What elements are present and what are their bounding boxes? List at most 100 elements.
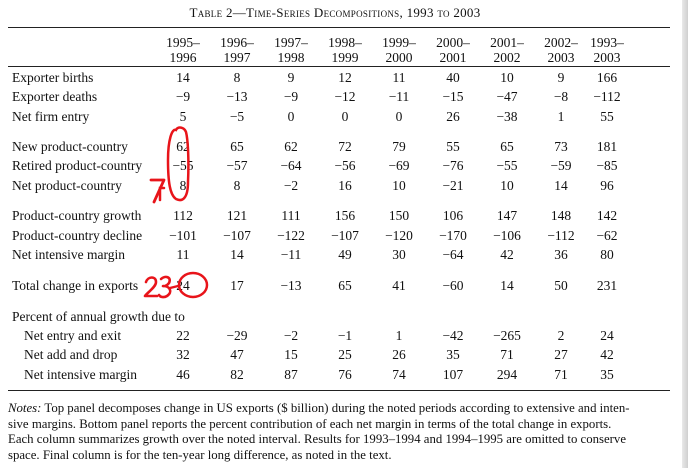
table-cell: 65 bbox=[338, 278, 352, 293]
row-label: Net intensive margin bbox=[24, 367, 137, 382]
table-cell: 62 bbox=[284, 139, 298, 154]
column-header-end: 1996 bbox=[169, 50, 197, 65]
column-header-start: 1999– bbox=[382, 35, 416, 50]
table-cell: −85 bbox=[596, 158, 618, 173]
table-cell: 10 bbox=[392, 178, 406, 193]
table-cell: 42 bbox=[500, 247, 514, 262]
handwritten-two bbox=[143, 276, 159, 298]
table-cell: −64 bbox=[442, 247, 464, 262]
row-label: Percent of annual growth due to bbox=[12, 309, 185, 324]
table-cell: −5 bbox=[229, 109, 245, 124]
column-header-start: 2001– bbox=[490, 35, 524, 50]
table-cell: 25 bbox=[338, 347, 352, 362]
table-cell: 71 bbox=[500, 347, 514, 362]
column-header-end: 1998 bbox=[277, 50, 305, 65]
table-cell: 121 bbox=[226, 208, 248, 223]
table-cell: −69 bbox=[388, 158, 410, 173]
column-header-start: 1998– bbox=[328, 35, 362, 50]
table-cell: 36 bbox=[554, 247, 568, 262]
table-cell: −47 bbox=[496, 89, 518, 104]
table-cell: 55 bbox=[446, 139, 460, 154]
table-cell: 24 bbox=[176, 278, 190, 293]
table-cell: 14 bbox=[176, 70, 190, 85]
table-title: Table 2—Time-Series Decompositions, 1993… bbox=[189, 5, 481, 20]
table-cell: 0 bbox=[341, 109, 349, 124]
table-cell: −60 bbox=[442, 278, 464, 293]
table-cell: −2 bbox=[283, 178, 299, 193]
row-label: Net firm entry bbox=[12, 109, 90, 124]
notes-line-4: space. Final column is for the ten-year … bbox=[8, 447, 392, 462]
column-header-start: 1997– bbox=[274, 35, 308, 50]
notes-line-2: sive margins. Bottom panel reports the p… bbox=[8, 416, 612, 431]
table-cell: 1 bbox=[557, 109, 565, 124]
table-cell: 11 bbox=[176, 247, 190, 262]
table-cell: 12 bbox=[338, 70, 352, 85]
column-header-start: 2002– bbox=[544, 35, 578, 50]
column-header-end: 2001 bbox=[439, 50, 467, 65]
column-header-start: 1995– bbox=[166, 35, 200, 50]
table-cell: 62 bbox=[176, 139, 190, 154]
table-cell: 55 bbox=[600, 109, 614, 124]
column-header: 1993– 2003 bbox=[580, 35, 634, 65]
table-cell: 107 bbox=[442, 367, 464, 382]
table-cell: −56 bbox=[334, 158, 356, 173]
table-cell: −15 bbox=[442, 89, 464, 104]
table-cell: −120 bbox=[385, 228, 413, 243]
table-cell: 14 bbox=[500, 278, 514, 293]
table-cell: 2 bbox=[557, 328, 565, 343]
row-label: Net entry and exit bbox=[24, 328, 122, 343]
table-cell: −29 bbox=[226, 328, 248, 343]
table-cell: −8 bbox=[553, 89, 569, 104]
table-cell: 9 bbox=[287, 70, 295, 85]
column-header-start: 1996– bbox=[220, 35, 254, 50]
table-cell: −13 bbox=[226, 89, 248, 104]
table-cell: 27 bbox=[554, 347, 568, 362]
notes-prefix: Notes: bbox=[8, 401, 42, 415]
table-cell: 8 bbox=[179, 178, 187, 193]
table-cell: 0 bbox=[395, 109, 403, 124]
column-header-end: 2002 bbox=[493, 50, 521, 65]
table-cell: 1 bbox=[395, 328, 403, 343]
table-cell: −55 bbox=[496, 158, 518, 173]
column-header-end: 1997 bbox=[223, 50, 251, 65]
bottom-rule bbox=[8, 390, 670, 391]
table-cell: 156 bbox=[334, 208, 356, 223]
table-cell: −9 bbox=[283, 89, 299, 104]
column-header-end: 2003 bbox=[593, 50, 621, 65]
table-cell: −55 bbox=[172, 158, 194, 173]
table-notes: Notes: Top panel decomposes change in US… bbox=[8, 401, 670, 463]
table-cell: −2 bbox=[283, 328, 299, 343]
table-cell: 79 bbox=[392, 139, 406, 154]
table-cell: 147 bbox=[496, 208, 518, 223]
column-header: 1998– 1999 bbox=[318, 35, 372, 65]
table-cell: 5 bbox=[179, 109, 187, 124]
table-cell: 11 bbox=[392, 70, 406, 85]
table-cell: 30 bbox=[392, 247, 406, 262]
table-cell: −107 bbox=[223, 228, 251, 243]
column-header-end: 2003 bbox=[547, 50, 575, 65]
table-cell: 65 bbox=[500, 139, 514, 154]
table-cell: 16 bbox=[338, 178, 352, 193]
table-cell: −64 bbox=[280, 158, 302, 173]
table-cell: −76 bbox=[442, 158, 464, 173]
table-cell: −13 bbox=[280, 278, 302, 293]
table-cell: 22 bbox=[176, 328, 190, 343]
row-label: Total change in exports bbox=[12, 278, 139, 293]
table-cell: 46 bbox=[176, 367, 190, 382]
table-cell: −170 bbox=[439, 228, 467, 243]
column-header: 1995– 1996 bbox=[156, 35, 210, 65]
column-header: 2002– 2003 bbox=[534, 35, 588, 65]
table-cell: −62 bbox=[596, 228, 618, 243]
table-cell: 32 bbox=[176, 347, 190, 362]
table-cell: 35 bbox=[600, 367, 614, 382]
table-cell: 112 bbox=[173, 208, 193, 223]
column-header-end: 2000 bbox=[385, 50, 413, 65]
table-cell: 47 bbox=[230, 347, 244, 362]
table-cell: 73 bbox=[554, 139, 568, 154]
row-label: Net add and drop bbox=[24, 347, 118, 362]
top-rule bbox=[8, 27, 670, 28]
column-header: 1996– 1997 bbox=[210, 35, 264, 65]
table-cell: −107 bbox=[331, 228, 359, 243]
table-cell: 8 bbox=[233, 178, 241, 193]
table-cell: 65 bbox=[230, 139, 244, 154]
